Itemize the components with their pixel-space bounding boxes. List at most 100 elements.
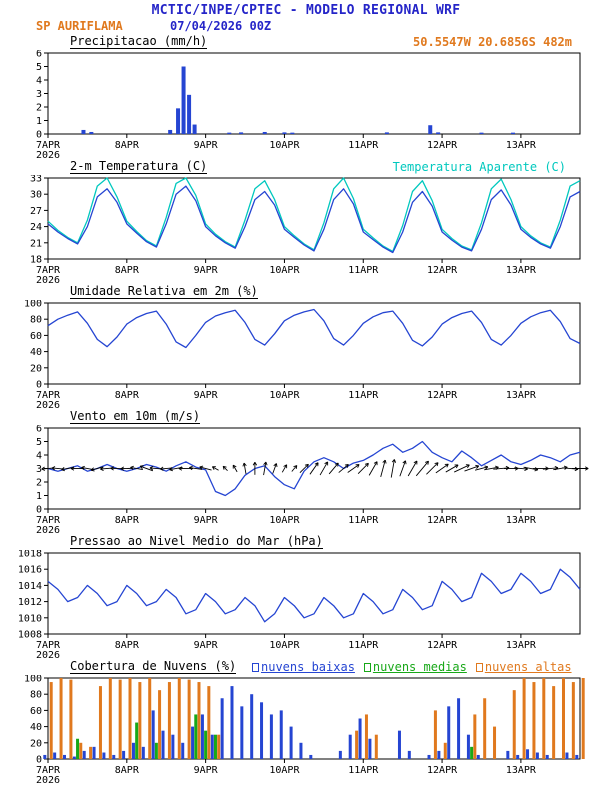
legend-box-baixas-icon xyxy=(252,662,259,672)
humidity-series xyxy=(47,308,581,349)
svg-text:13APR: 13APR xyxy=(506,140,537,151)
panel-precipitation-head: Precipitacao (mm/h) 50.5547W 20.6856S 48… xyxy=(0,35,612,50)
panel-title-humidity: Umidade Relativa em 2m (%) xyxy=(70,284,258,299)
legend-label-altas: nuvens altas xyxy=(484,660,572,674)
svg-text:12APR: 12APR xyxy=(427,140,458,151)
svg-text:1010: 1010 xyxy=(18,613,42,624)
legend-label-baixas: nuvens baixas xyxy=(261,660,355,674)
svg-text:2026: 2026 xyxy=(36,150,60,160)
svg-text:13APR: 13APR xyxy=(506,265,537,276)
svg-text:5: 5 xyxy=(36,62,42,73)
page-title: MCTIC/INPE/CPTEC - MODELO REGIONAL WRF xyxy=(151,3,461,18)
svg-text:18: 18 xyxy=(30,255,42,266)
svg-text:3: 3 xyxy=(36,464,42,475)
svg-text:11APR: 11APR xyxy=(348,265,379,276)
svg-text:3: 3 xyxy=(36,89,42,100)
svg-text:8APR: 8APR xyxy=(115,390,140,401)
svg-text:12APR: 12APR xyxy=(427,640,458,651)
svg-text:9APR: 9APR xyxy=(194,140,219,151)
svg-text:11APR: 11APR xyxy=(348,640,379,651)
svg-text:7APR: 7APR xyxy=(36,515,61,526)
svg-text:10APR: 10APR xyxy=(269,140,300,151)
svg-text:2026: 2026 xyxy=(36,650,60,660)
panel-title-wind: Vento em 10m (m/s) xyxy=(70,409,201,424)
svg-text:4: 4 xyxy=(36,451,42,462)
panel-clouds: Cobertura de Nuvens (%) nuvens baixas nu… xyxy=(0,660,612,785)
svg-text:100: 100 xyxy=(24,300,42,310)
svg-text:2026: 2026 xyxy=(36,400,60,410)
svg-text:7APR: 7APR xyxy=(36,640,61,651)
panel-title-clouds: Cobertura de Nuvens (%) xyxy=(70,659,237,674)
svg-text:80: 80 xyxy=(30,690,42,701)
svg-text:2026: 2026 xyxy=(36,275,60,285)
svg-text:1014: 1014 xyxy=(18,581,42,592)
svg-text:12APR: 12APR xyxy=(427,765,458,776)
svg-text:6: 6 xyxy=(36,425,42,435)
svg-text:21: 21 xyxy=(30,238,42,249)
svg-text:5: 5 xyxy=(36,437,42,448)
panel-clouds-head: Cobertura de Nuvens (%) nuvens baixas nu… xyxy=(0,660,612,675)
station-name: SP AURIFLAMA xyxy=(36,19,123,33)
svg-text:9APR: 9APR xyxy=(194,265,219,276)
panel-title-precipitation: Precipitacao (mm/h) xyxy=(70,34,208,49)
svg-text:24: 24 xyxy=(30,222,42,233)
svg-text:11APR: 11APR xyxy=(348,515,379,526)
svg-text:40: 40 xyxy=(30,722,42,733)
svg-text:12APR: 12APR xyxy=(427,390,458,401)
svg-text:7APR: 7APR xyxy=(36,765,61,776)
panel-title-temperature: 2-m Temperatura (C) xyxy=(70,159,208,174)
wind-series xyxy=(41,440,589,497)
panel-pressure: Pressao ao Nivel Medio do Mar (hPa) 1008… xyxy=(0,535,612,660)
svg-text:9APR: 9APR xyxy=(194,515,219,526)
svg-text:30: 30 xyxy=(30,190,42,201)
precipitation-series xyxy=(81,66,516,134)
svg-text:13APR: 13APR xyxy=(506,515,537,526)
panel-temperature: 2-m Temperatura (C) Temperatura Aparente… xyxy=(0,160,612,285)
svg-text:1: 1 xyxy=(36,116,42,127)
svg-text:4: 4 xyxy=(36,76,42,87)
svg-text:20: 20 xyxy=(30,363,42,374)
svg-text:9APR: 9APR xyxy=(194,765,219,776)
svg-text:2: 2 xyxy=(36,478,42,489)
svg-text:60: 60 xyxy=(30,331,42,342)
svg-text:8APR: 8APR xyxy=(115,515,140,526)
panel-humidity-head: Umidade Relativa em 2m (%) xyxy=(0,285,612,300)
clouds-series xyxy=(43,678,585,759)
svg-text:10APR: 10APR xyxy=(269,515,300,526)
legend-box-medias-icon xyxy=(363,662,371,672)
subheader: SP AURIFLAMA 07/04/2026 00Z xyxy=(0,19,612,35)
svg-text:1: 1 xyxy=(36,491,42,502)
svg-text:8APR: 8APR xyxy=(115,265,140,276)
svg-text:8APR: 8APR xyxy=(115,140,140,151)
panel-temperature-head: 2-m Temperatura (C) Temperatura Aparente… xyxy=(0,160,612,175)
svg-text:12APR: 12APR xyxy=(427,515,458,526)
svg-text:10APR: 10APR xyxy=(269,265,300,276)
panel-wind: Vento em 10m (m/s) 0 1 2 3 4 5 6 7APR 2026 8APR 9A… xyxy=(0,410,612,535)
cloud-legend: nuvens baixas nuvens medias nuvens altas xyxy=(252,660,572,674)
svg-text:27: 27 xyxy=(30,206,42,217)
svg-text:80: 80 xyxy=(30,315,42,326)
svg-text:60: 60 xyxy=(30,706,42,717)
legend-nuvens-baixas: nuvens baixas xyxy=(252,660,355,674)
legend-nuvens-medias: nuvens medias xyxy=(363,660,467,674)
svg-text:1012: 1012 xyxy=(18,597,42,608)
svg-text:0: 0 xyxy=(36,380,42,391)
svg-text:9APR: 9APR xyxy=(194,640,219,651)
svg-text:0: 0 xyxy=(36,755,42,766)
legend-label-medias: nuvens medias xyxy=(372,660,467,674)
svg-text:10APR: 10APR xyxy=(269,765,300,776)
svg-text:10APR: 10APR xyxy=(269,390,300,401)
svg-text:33: 33 xyxy=(30,175,42,185)
